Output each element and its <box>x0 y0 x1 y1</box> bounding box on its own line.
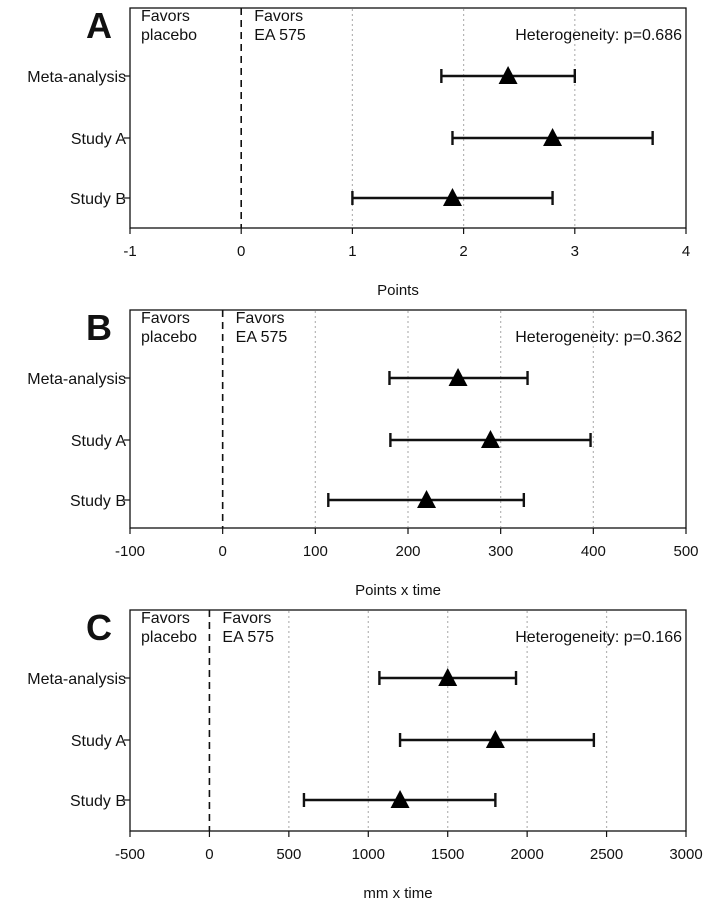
favors-placebo-label: placebo <box>141 27 197 44</box>
heterogeneity-label: Heterogeneity: p=0.686 <box>515 27 682 44</box>
x-tick-label: 2000 <box>510 846 543 863</box>
x-tick-label: 0 <box>237 243 245 260</box>
panel-b: -100 0 100 200 300 400 500 Points x time B Favors… <box>27 307 698 599</box>
x-axis-label: Points x time <box>355 582 441 599</box>
x-tick-label: 500 <box>276 846 301 863</box>
x-tick-label: 400 <box>581 543 606 560</box>
panel-a: -1 0 1 2 3 4 Points A Favors placebo Favors EA 575 H… <box>27 5 690 299</box>
plot-frame <box>129 7 687 229</box>
row-label: Meta-analysis <box>27 371 126 388</box>
x-axis-label: mm x time <box>363 885 432 902</box>
point-estimate-triangle <box>438 668 458 686</box>
favors-ea575-label: EA 575 <box>236 329 288 346</box>
x-tick-label: -1 <box>123 243 136 260</box>
row-label: Study B <box>70 493 126 510</box>
row-label: Meta-analysis <box>27 671 126 688</box>
row-label: Study B <box>70 191 126 208</box>
favors-ea575-label: Favors <box>254 8 303 25</box>
x-tick-label: 4 <box>682 243 690 260</box>
x-tick-label: 0 <box>205 846 213 863</box>
point-estimate-triangle <box>485 730 505 748</box>
favors-ea575-label: EA 575 <box>222 629 274 646</box>
favors-placebo-label: Favors <box>141 310 190 327</box>
x-tick-label: 0 <box>218 543 226 560</box>
panel-letter: C <box>86 607 112 648</box>
x-tick-label: 500 <box>673 543 698 560</box>
point-estimate-triangle <box>390 790 410 808</box>
x-tick-label: 100 <box>303 543 328 560</box>
x-tick-label: 3000 <box>669 846 702 863</box>
row-label: Study A <box>71 733 126 750</box>
x-tick-label: 1000 <box>352 846 385 863</box>
heterogeneity-label: Heterogeneity: p=0.362 <box>515 329 682 346</box>
x-tick-label: -500 <box>115 846 145 863</box>
row-label: Study B <box>70 793 126 810</box>
x-tick-label: 1 <box>348 243 356 260</box>
x-tick-label: 200 <box>395 543 420 560</box>
plot-frame <box>129 609 687 832</box>
row-label: Meta-analysis <box>27 69 126 86</box>
row-label: Study A <box>71 131 126 148</box>
point-estimate-triangle <box>442 188 462 206</box>
favors-placebo-label: Favors <box>141 610 190 627</box>
favors-placebo-label: placebo <box>141 629 197 646</box>
heterogeneity-label: Heterogeneity: p=0.166 <box>515 629 682 646</box>
x-tick-label: 300 <box>488 543 513 560</box>
x-axis-label: Points <box>377 282 419 299</box>
favors-ea575-label: Favors <box>222 610 271 627</box>
x-tick-label: 1500 <box>431 846 464 863</box>
x-tick-label: 2 <box>459 243 467 260</box>
favors-placebo-label: placebo <box>141 329 197 346</box>
panel-letter: B <box>86 307 112 348</box>
x-tick-label: -100 <box>115 543 145 560</box>
favors-placebo-label: Favors <box>141 8 190 25</box>
point-estimate-triangle <box>417 490 437 508</box>
x-tick-label: 3 <box>571 243 579 260</box>
row-label: Study A <box>71 433 126 450</box>
panel-c: -500 0 500 1000 1500 2000 2500 3000 mm x time C Fa… <box>27 607 702 902</box>
point-estimate-triangle <box>543 128 563 146</box>
point-estimate-triangle <box>498 66 518 84</box>
panel-letter: A <box>86 5 112 46</box>
favors-ea575-label: Favors <box>236 310 285 327</box>
favors-ea575-label: EA 575 <box>254 27 306 44</box>
point-estimate-triangle <box>480 430 500 448</box>
x-tick-label: 2500 <box>590 846 623 863</box>
point-estimate-triangle <box>448 368 468 386</box>
